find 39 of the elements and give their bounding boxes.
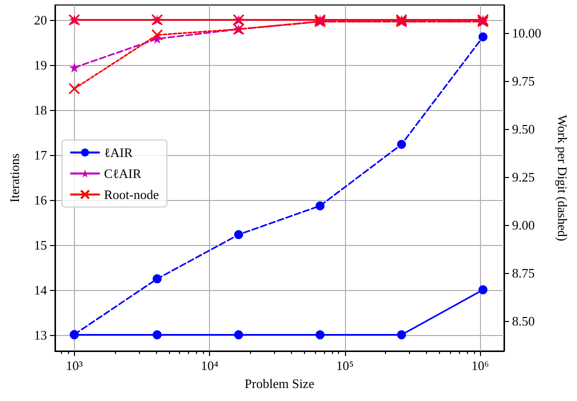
y-tick-label: 18 [34,102,47,118]
x-tick-label: 10⁴ [200,358,219,373]
y-tick-label: 16 [34,192,48,208]
point [397,140,406,149]
y2-tick-label: 10.00 [512,26,542,41]
y-tick-label: 15 [34,237,47,252]
y-tick-label: 13 [34,327,47,342]
y-tick-label: 19 [34,57,47,72]
point [234,230,244,240]
point [234,330,244,340]
y2-tick-label: 9.50 [512,122,535,137]
y2-tick-label: 9.75 [512,74,535,89]
x-tick-label: 10⁶ [471,358,489,373]
y2-tick-label: 8.75 [512,266,535,281]
point [152,330,162,340]
y2-axis-title: Work per Digit (dashed) [555,114,570,242]
y2-tick-label: 9.25 [512,170,535,185]
point [478,32,488,42]
point [478,285,488,294]
x-axis-title: Problem Size [244,376,315,391]
point [316,201,325,210]
legend-label: CℓAIR [104,166,142,181]
y-tick-label: 20 [34,12,47,28]
y-axis-title: Iterations [7,153,22,203]
point [69,62,80,73]
x-tick-label: 10⁵ [336,358,354,373]
point [152,274,162,284]
legend-label: ℓAIR [104,145,133,160]
point [151,29,163,41]
y2-tick-label: 8.50 [512,314,535,329]
legend-label: Root-node [104,187,160,202]
point [70,330,79,339]
y-tick-label: 17 [34,147,48,162]
y-tick-label: 14 [34,282,48,298]
x-tick-label: 10³ [66,358,83,373]
point [68,82,80,95]
point [397,330,406,340]
point [316,330,325,340]
y2-tick-label: 9.00 [512,218,535,233]
